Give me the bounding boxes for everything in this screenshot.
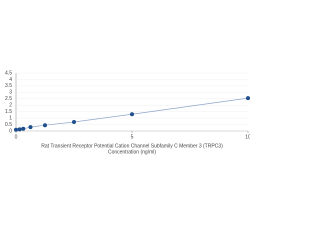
- y-tick-label: 3: [9, 90, 12, 96]
- chart-title: Rat Transient Receptor Potential Cation …: [41, 143, 223, 149]
- data-point: [246, 96, 250, 101]
- y-tick-label: 4: [9, 77, 12, 83]
- x-axis-label: Concentration (ng/ml): [108, 149, 156, 155]
- x-tick-label: 0: [15, 134, 18, 140]
- y-tick-label: 0.5: [5, 122, 12, 128]
- y-tick-label: 2: [9, 103, 12, 109]
- data-point: [17, 127, 22, 132]
- data-point: [130, 112, 134, 117]
- x-tick-label: 10: [245, 134, 250, 140]
- data-point: [28, 125, 33, 130]
- data-point: [72, 119, 76, 124]
- data-point: [21, 126, 26, 131]
- y-tick-label: 3.5: [5, 83, 12, 89]
- x-tick-label: 5: [131, 134, 134, 140]
- data-point: [14, 127, 18, 132]
- page: {"chart_data": {"type": "line", "title":…: [5, 70, 250, 156]
- y-tick-label: 1.5: [5, 109, 12, 115]
- y-tick-label: 4.5: [5, 70, 12, 76]
- chart: Rat Transient Receptor Potential Cation …: [5, 70, 250, 155]
- data-point: [43, 123, 47, 128]
- y-tick-label: 1: [9, 115, 12, 121]
- y-tick-label: 0: [9, 128, 12, 134]
- y-tick-label: 2.5: [5, 96, 12, 102]
